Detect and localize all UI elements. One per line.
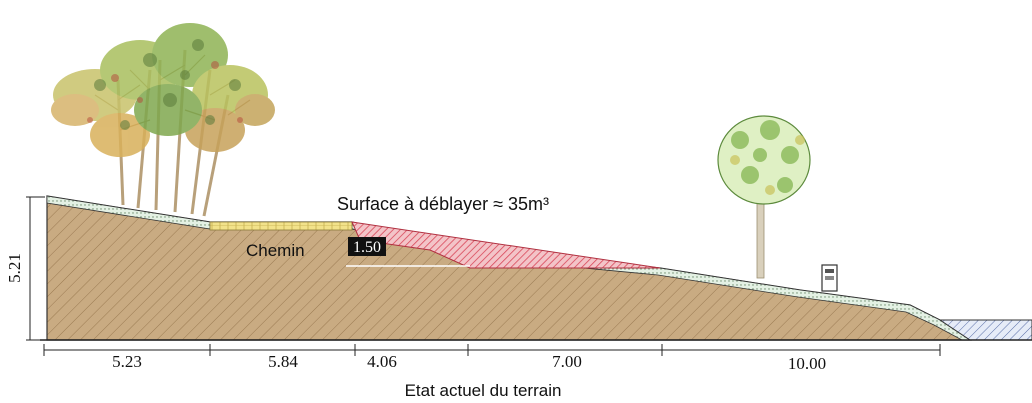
dimension-label-1: 5.23 xyxy=(112,352,142,371)
cut-depth-label: 1.50 xyxy=(353,239,381,256)
dimension-chain xyxy=(43,344,941,356)
dimension-label-2: 5.84 xyxy=(268,352,298,371)
bin-icon xyxy=(821,264,838,292)
height-dimension-line xyxy=(26,196,45,341)
tree-cluster-left xyxy=(51,23,275,217)
water-area xyxy=(938,319,1032,341)
surface-annotation: Surface à déblayer ≈ 35m³ xyxy=(337,194,549,214)
height-dimension-label: 5.21 xyxy=(5,253,24,283)
cut-depth-badge xyxy=(348,237,386,256)
path-label: Chemin xyxy=(246,241,305,260)
drawing-title: Etat actuel du terrain xyxy=(405,381,562,400)
dimension-label-3: 4.06 xyxy=(367,352,397,371)
dimension-label-4: 7.00 xyxy=(552,352,582,371)
path-strip xyxy=(209,221,353,231)
tree-right xyxy=(717,115,811,279)
dimension-label-5: 10.00 xyxy=(788,354,826,373)
